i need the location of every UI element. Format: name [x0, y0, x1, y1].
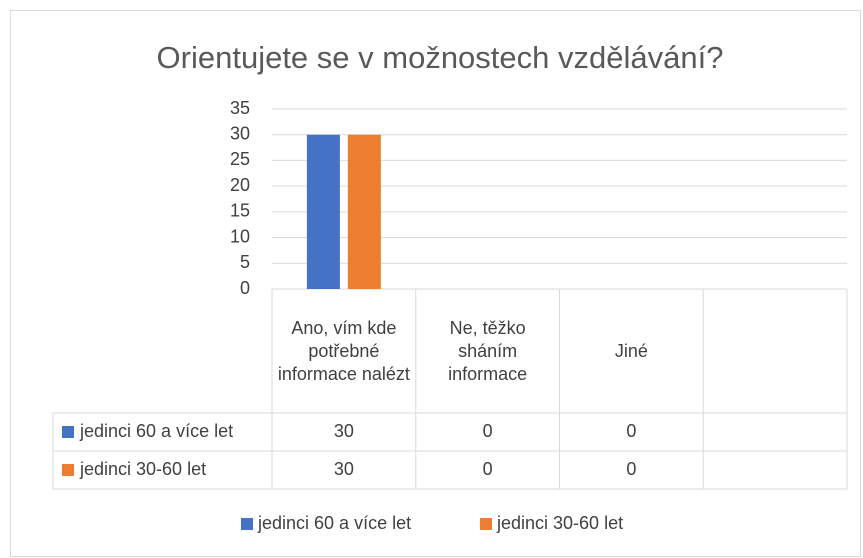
y-tick-label: 10	[230, 226, 250, 246]
legend-label: jedinci 60 a více let	[257, 513, 411, 533]
y-tick-label: 30	[230, 123, 250, 143]
legend-key	[241, 518, 253, 530]
table-value: 0	[483, 421, 493, 441]
table-series-label: jedinci 60 a více let	[79, 421, 233, 441]
table-value: 0	[483, 459, 493, 479]
y-tick-label: 5	[240, 252, 250, 272]
legend-label: jedinci 30-60 let	[496, 513, 623, 533]
legend-key	[62, 426, 74, 438]
y-tick-label: 35	[230, 98, 250, 118]
table-value: 30	[334, 459, 354, 479]
category-cell: Ne, těžko sháním informace	[448, 317, 528, 384]
category-cell: Ano, vím kde potřebné informace nalézt	[277, 317, 410, 384]
y-tick-label: 20	[230, 175, 250, 195]
y-tick-label: 15	[230, 201, 250, 221]
table-value: 30	[334, 421, 354, 441]
chart-border	[10, 10, 861, 557]
bar	[306, 134, 340, 289]
legend-key	[480, 518, 492, 530]
y-tick-label: 0	[240, 278, 250, 298]
y-tick-label: 25	[230, 149, 250, 169]
x-tick-label: Jiné	[614, 340, 648, 361]
table-value: 0	[626, 459, 636, 479]
legend-key	[62, 464, 74, 476]
table-value: 0	[626, 421, 636, 441]
x-tick-label: Ano, vím kde potřebné informace nalézt	[277, 317, 410, 384]
table-series-label: jedinci 30-60 let	[79, 459, 206, 479]
chart-title: Orientujete se v možnostech vzdělávání?	[157, 40, 724, 75]
bar	[347, 134, 381, 289]
x-tick-label: Ne, těžko sháním informace	[448, 317, 528, 384]
category-cell: Jiné	[614, 340, 648, 361]
